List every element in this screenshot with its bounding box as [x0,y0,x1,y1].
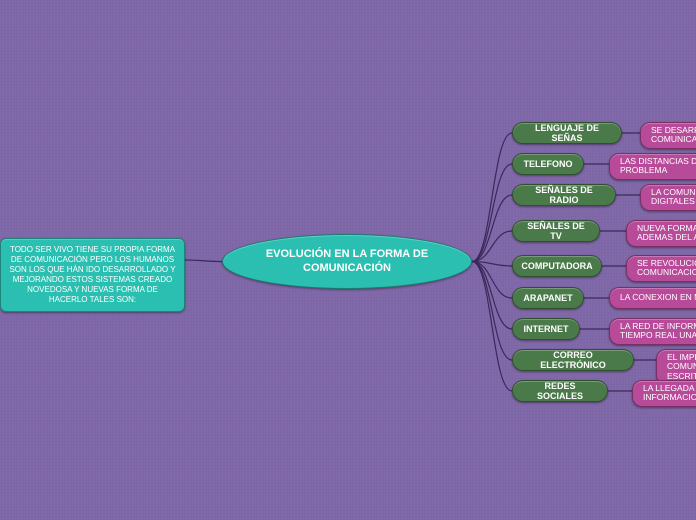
leaf-node: NUEVA FORMA DE COMUNICARSE ADEMAS DEL AU… [626,220,696,247]
leaf-node: LA LLEGADA DE LA INFORMACION EN MASA [632,380,696,407]
branch-label: TELEFONO [524,159,573,169]
leaf-node: LAS DISTANCIAS DEJAN DE SER PROBLEMA [609,153,696,180]
branch-node: SEÑALES DE TV [512,220,600,242]
leaf-label: LA CONEXION EN MASA SE INICIA [620,293,696,302]
leaf-label: LA RED DE INFORMACION EN TIEMPO REAL UNA… [620,322,696,341]
branch-node: CORREO ELECTRÓNICO [512,349,634,371]
branch-node: SEÑALES DE RADIO [512,184,616,206]
leaf-node: LA COMUNICACION DIGITALES [640,184,696,211]
branch-label: CORREO ELECTRÓNICO [523,350,623,370]
side-note-text: TODO SER VIVO TIENE SU PROPIA FORMA DE C… [9,245,175,304]
leaf-node: SE REVOLUCIONA LA NUEVA ERA PARA LA COMU… [626,255,696,282]
branch-label: REDES SOCIALES [523,381,597,401]
branch-node: REDES SOCIALES [512,380,608,402]
branch-node: INTERNET [512,318,580,340]
leaf-node: LA CONEXION EN MASA SE INICIA [609,287,696,309]
branch-node: COMPUTADORA [512,255,602,277]
leaf-node: LA RED DE INFORMACION EN TIEMPO REAL UNA… [609,318,696,345]
side-note: TODO SER VIVO TIENE SU PROPIA FORMA DE C… [0,238,185,312]
branch-node: TELEFONO [512,153,584,175]
center-node-text: EVOLUCIÓN EN LA FORMA DE COMUNICACIÓN [243,248,451,274]
branch-node: LENGUAJE DE SEÑAS [512,122,622,144]
leaf-label: SE DESARROLLO LA COMUNICAC... [651,126,696,145]
leaf-label: EL IMPLEMENTO DE LA COMUNICACION ESCRITA [667,353,696,381]
branch-label: COMPUTADORA [521,261,592,271]
leaf-label: LAS DISTANCIAS DEJAN DE SER PROBLEMA [620,157,696,176]
branch-node: ARAPANET [512,287,584,309]
leaf-label: SE REVOLUCIONA LA NUEVA ERA PARA LA COMU… [637,259,696,278]
leaf-node: SE DESARROLLO LA COMUNICAC... [640,122,696,149]
branch-label: LENGUAJE DE SEÑAS [523,123,611,143]
branch-label: ARAPANET [523,293,572,303]
branch-label: SEÑALES DE TV [523,221,589,241]
branch-label: SEÑALES DE RADIO [523,185,605,205]
leaf-label: LA COMUNICACION DIGITALES [651,188,696,207]
branch-label: INTERNET [524,324,569,334]
leaf-label: LA LLEGADA DE LA INFORMACION EN MASA [643,384,696,403]
center-node: EVOLUCIÓN EN LA FORMA DE COMUNICACIÓN [222,234,472,289]
leaf-label: NUEVA FORMA DE COMUNICARSE ADEMAS DEL AU… [637,224,696,243]
